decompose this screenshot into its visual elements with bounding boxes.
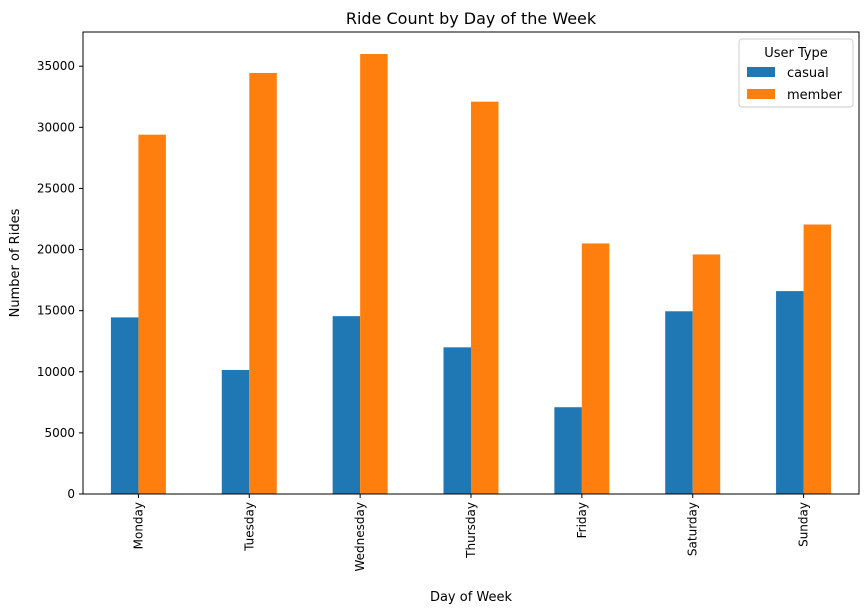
bar-member-wednesday — [360, 54, 388, 494]
legend-label-casual: casual — [787, 66, 829, 81]
legend: User Type casual member — [738, 38, 854, 108]
legend-label-member: member — [787, 88, 843, 103]
chart-title: Ride Count by Day of the Week — [346, 9, 597, 28]
bar-casual-sunday — [776, 291, 804, 494]
y-tick-label: 35000 — [37, 59, 75, 73]
bar-member-monday — [138, 134, 166, 494]
y-tick-label: 30000 — [37, 120, 75, 134]
x-tick-label-tuesday: Tuesday — [242, 502, 256, 552]
x-tick-label-wednesday: Wednesday — [353, 502, 367, 571]
legend-swatch-casual — [747, 67, 775, 77]
y-axis: 0 5000 10000 15000 20000 25000 30000 35000 — [37, 59, 83, 501]
bar-member-thursday — [471, 101, 499, 495]
bar-casual-saturday — [665, 311, 693, 494]
y-axis-label: Number of Rides — [8, 208, 23, 317]
bar-member-friday — [581, 243, 610, 494]
y-tick-label: 25000 — [37, 181, 75, 195]
x-tick-label-monday: Monday — [131, 502, 145, 549]
bar-member-sunday — [803, 224, 832, 494]
bars-group — [110, 54, 832, 495]
y-tick-label: 5000 — [44, 426, 75, 440]
legend-swatch-member — [747, 89, 775, 99]
bar-casual-wednesday — [332, 316, 361, 494]
y-tick-label: 10000 — [37, 365, 75, 379]
legend-title: User Type — [764, 46, 828, 61]
y-tick-label: 15000 — [37, 304, 75, 318]
y-tick-label: 0 — [67, 487, 75, 501]
bar-casual-thursday — [443, 347, 471, 494]
bar-casual-monday — [110, 317, 139, 494]
bar-member-tuesday — [249, 72, 277, 494]
x-tick-label-friday: Friday — [575, 502, 589, 538]
x-tick-label-saturday: Saturday — [686, 502, 700, 556]
x-axis-label: Day of Week — [430, 590, 513, 605]
y-tick-label: 20000 — [37, 243, 75, 257]
x-tick-label-sunday: Sunday — [797, 502, 811, 547]
bar-member-saturday — [692, 254, 721, 494]
bar-casual-tuesday — [221, 369, 250, 494]
x-tick-label-thursday: Thursday — [464, 502, 478, 559]
x-axis: Monday Tuesday Wednesday Thursday Friday Satu… — [131, 494, 811, 571]
bar-casual-friday — [554, 407, 582, 494]
